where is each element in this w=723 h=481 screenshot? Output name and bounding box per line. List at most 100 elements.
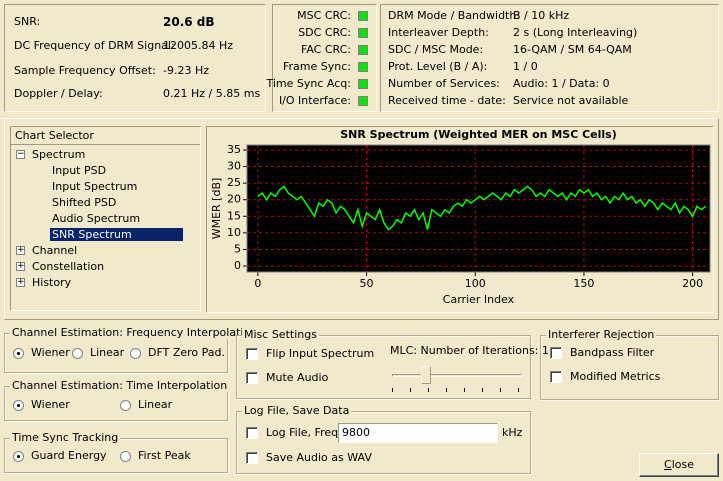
indicator-light xyxy=(358,11,368,21)
tree-leaf[interactable]: Shifted PSD xyxy=(52,196,117,209)
tree-expander[interactable]: − xyxy=(16,149,25,159)
status-panel xyxy=(4,4,266,112)
radio-label[interactable]: Linear xyxy=(90,346,125,359)
indicator-label: Time Sync Acq: xyxy=(266,77,352,90)
checkbox-label[interactable]: Save Audio as WAV xyxy=(266,451,372,464)
status-value: -9.23 Hz xyxy=(163,64,210,77)
indicator-label: SDC CRC: xyxy=(298,26,351,39)
tree-expander[interactable]: + xyxy=(16,245,25,255)
info-label: SDC / MSC Mode: xyxy=(388,43,484,56)
tree-leaf[interactable]: Input PSD xyxy=(52,164,107,177)
group-title: Interferer Rejection xyxy=(546,328,657,341)
info-label: Number of Services: xyxy=(388,77,500,90)
group-title: Log File, Save Data xyxy=(242,404,352,417)
status-label: SNR: xyxy=(14,15,41,28)
tree-leaf[interactable]: Input Spectrum xyxy=(52,180,138,193)
indicator-panel xyxy=(272,4,377,112)
tree-node[interactable]: Constellation xyxy=(32,260,105,273)
checkbox[interactable] xyxy=(246,452,258,464)
info-value: 16-QAM / SM 64-QAM xyxy=(513,43,632,56)
tree-node[interactable]: History xyxy=(32,276,72,289)
info-label: Interleaver Depth: xyxy=(388,26,489,39)
checkbox-label[interactable]: Log File, Freq: xyxy=(266,426,342,439)
radio-button[interactable] xyxy=(120,400,131,411)
freq-unit: kHz xyxy=(502,426,523,439)
radio-label[interactable]: Guard Energy xyxy=(31,449,107,462)
radio-button[interactable] xyxy=(13,400,24,411)
indicator-label: FAC CRC: xyxy=(301,43,351,56)
checkbox-label[interactable]: Bandpass Filter xyxy=(570,346,655,359)
indicator-label: I/O Interface: xyxy=(278,94,351,107)
x-tick-label: 150 xyxy=(573,277,594,290)
radio-button[interactable] xyxy=(130,348,141,359)
checkbox-label[interactable]: Modified Metrics xyxy=(570,370,661,383)
checkbox-label[interactable]: Mute Audio xyxy=(266,371,329,384)
drm-info-panel xyxy=(380,4,719,112)
indicator-light xyxy=(358,62,368,72)
group-title: Time Sync Tracking xyxy=(10,431,121,444)
y-tick-label: 10 xyxy=(227,226,241,239)
x-tick-label: 0 xyxy=(254,277,261,290)
group-title: Misc Settings xyxy=(242,328,319,341)
radio-button[interactable] xyxy=(120,451,131,462)
slider-tick xyxy=(446,388,447,392)
info-label: DRM Mode / Bandwidth: xyxy=(388,9,521,22)
chart-panel xyxy=(4,118,719,320)
slider-tick xyxy=(518,388,519,392)
y-tick-label: 25 xyxy=(227,176,241,189)
slider-thumb[interactable] xyxy=(421,366,431,384)
radio-label[interactable]: First Peak xyxy=(138,449,191,462)
data-line xyxy=(257,185,707,231)
radio-button[interactable] xyxy=(72,348,83,359)
info-value: 1 / 0 xyxy=(513,60,538,73)
close-button[interactable]: Close xyxy=(639,453,719,477)
checkbox-label[interactable]: Flip Input Spectrum xyxy=(266,347,375,360)
x-tick-label: 200 xyxy=(682,277,703,290)
indicator-light xyxy=(358,45,368,55)
tree-node[interactable]: Channel xyxy=(32,244,78,257)
indicator-light xyxy=(358,96,368,106)
radio-label[interactable]: DFT Zero Pad. xyxy=(148,346,225,359)
radio-button[interactable] xyxy=(13,348,24,359)
plot-border xyxy=(246,144,711,273)
radio-label[interactable]: Linear xyxy=(138,398,173,411)
tree-node[interactable]: Spectrum xyxy=(32,148,86,161)
checkbox[interactable] xyxy=(550,371,562,383)
slider-track[interactable] xyxy=(392,374,522,377)
tree-expander[interactable]: + xyxy=(16,277,25,287)
checkbox[interactable] xyxy=(246,372,258,384)
status-label: Sample Frequency Offset: xyxy=(14,64,156,77)
x-axis-label: Carrier Index xyxy=(443,293,515,306)
status-label: Doppler / Delay: xyxy=(14,87,103,100)
checkbox[interactable] xyxy=(246,348,258,360)
slider-tick xyxy=(464,388,465,392)
radio-button[interactable] xyxy=(13,451,24,462)
tree-expander[interactable]: + xyxy=(16,261,25,271)
checkbox[interactable] xyxy=(550,347,562,359)
status-value: 20.6 dB xyxy=(163,15,215,29)
y-tick-label: 20 xyxy=(227,193,241,206)
info-label: Prot. Level (B / A): xyxy=(388,60,488,73)
status-label: DC Frequency of DRM Signal: xyxy=(14,39,175,52)
slider-tick xyxy=(500,388,501,392)
indicator-label: Frame Sync: xyxy=(283,60,351,73)
slider-tick xyxy=(428,388,429,392)
status-value: 12005.84 Hz xyxy=(163,39,234,52)
freq-input[interactable]: 9800 xyxy=(338,423,498,443)
radio-label[interactable]: Wiener xyxy=(31,346,70,359)
radio-label[interactable]: Wiener xyxy=(31,398,70,411)
checkbox[interactable] xyxy=(246,427,258,439)
group-title: Channel Estimation: Frequency Interpolat… xyxy=(10,326,260,339)
y-tick-label: 15 xyxy=(227,209,241,222)
radio-dot xyxy=(17,352,20,355)
misc-group xyxy=(236,335,531,399)
info-value: B / 10 kHz xyxy=(513,9,570,22)
indicator-light xyxy=(358,28,368,38)
tree-leaf[interactable]: Audio Spectrum xyxy=(52,212,141,225)
tree-leaf[interactable]: SNR Spectrum xyxy=(50,228,183,241)
y-tick-label: 0 xyxy=(234,259,241,272)
selector-header-line xyxy=(11,144,200,145)
y-tick-label: 5 xyxy=(234,242,241,255)
indicator-label: MSC CRC: xyxy=(297,9,351,22)
